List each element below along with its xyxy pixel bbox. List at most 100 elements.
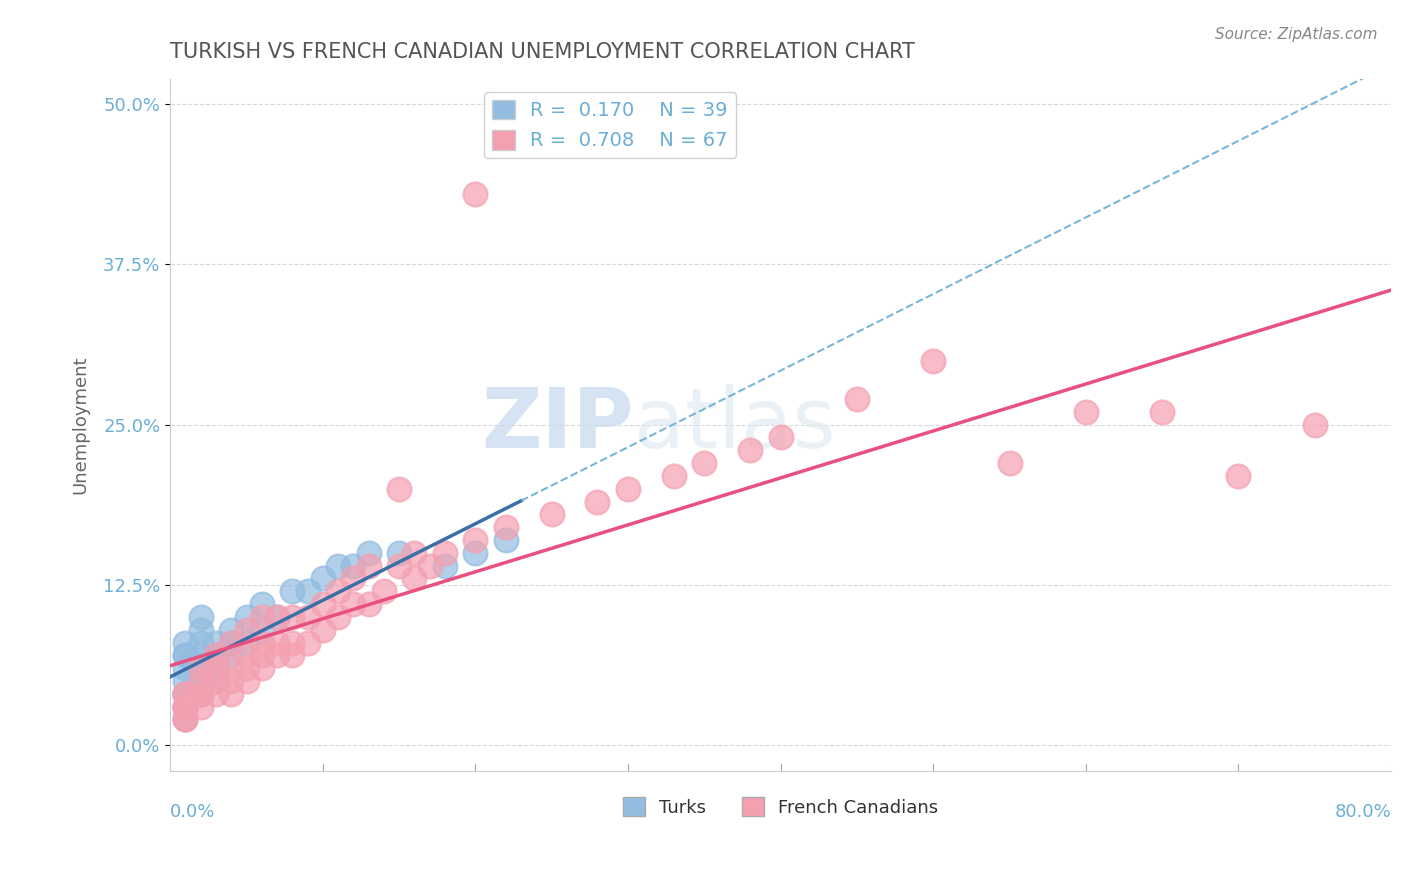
- Point: [281, 610, 304, 624]
- Point: [235, 661, 257, 675]
- Point: [190, 648, 212, 663]
- Point: [464, 546, 486, 560]
- Point: [174, 713, 197, 727]
- Point: [312, 597, 335, 611]
- Point: [205, 648, 228, 663]
- Point: [250, 597, 273, 611]
- Point: [540, 508, 562, 522]
- Point: [404, 571, 426, 585]
- Point: [250, 648, 273, 663]
- Point: [174, 699, 197, 714]
- Point: [219, 687, 242, 701]
- Point: [235, 673, 257, 688]
- Point: [281, 648, 304, 663]
- Point: [250, 623, 273, 637]
- Point: [326, 610, 349, 624]
- Point: [174, 699, 197, 714]
- Point: [174, 648, 197, 663]
- Point: [357, 558, 380, 573]
- Point: [662, 469, 685, 483]
- Point: [190, 687, 212, 701]
- Point: [190, 687, 212, 701]
- Point: [464, 186, 486, 201]
- Point: [1152, 405, 1174, 419]
- Point: [342, 558, 364, 573]
- Text: ZIP: ZIP: [482, 384, 634, 465]
- Point: [388, 558, 411, 573]
- Point: [205, 635, 228, 649]
- Point: [174, 648, 197, 663]
- Point: [297, 584, 319, 599]
- Point: [312, 623, 335, 637]
- Point: [312, 571, 335, 585]
- Point: [388, 546, 411, 560]
- Point: [219, 635, 242, 649]
- Point: [357, 546, 380, 560]
- Point: [219, 661, 242, 675]
- Point: [464, 533, 486, 547]
- Point: [174, 687, 197, 701]
- Text: TURKISH VS FRENCH CANADIAN UNEMPLOYMENT CORRELATION CHART: TURKISH VS FRENCH CANADIAN UNEMPLOYMENT …: [170, 42, 915, 62]
- Point: [433, 558, 456, 573]
- Point: [250, 661, 273, 675]
- Point: [205, 648, 228, 663]
- Point: [190, 673, 212, 688]
- Point: [357, 597, 380, 611]
- Point: [174, 713, 197, 727]
- Point: [297, 635, 319, 649]
- Point: [174, 673, 197, 688]
- Point: [190, 699, 212, 714]
- Point: [998, 456, 1021, 470]
- Point: [404, 546, 426, 560]
- Point: [174, 687, 197, 701]
- Point: [190, 673, 212, 688]
- Point: [235, 610, 257, 624]
- Point: [174, 699, 197, 714]
- Point: [205, 661, 228, 675]
- Point: [845, 392, 868, 406]
- Point: [1227, 469, 1250, 483]
- Point: [250, 635, 273, 649]
- Point: [235, 623, 257, 637]
- Point: [205, 687, 228, 701]
- Point: [190, 623, 212, 637]
- Point: [586, 494, 609, 508]
- Point: [373, 584, 395, 599]
- Point: [769, 430, 792, 444]
- Point: [342, 571, 364, 585]
- Y-axis label: Unemployment: Unemployment: [72, 355, 89, 494]
- Point: [342, 597, 364, 611]
- Point: [190, 687, 212, 701]
- Point: [1074, 405, 1097, 419]
- Text: 80.0%: 80.0%: [1334, 803, 1391, 821]
- Point: [219, 673, 242, 688]
- Point: [174, 699, 197, 714]
- Point: [174, 687, 197, 701]
- Point: [205, 673, 228, 688]
- Point: [235, 635, 257, 649]
- Point: [205, 673, 228, 688]
- Point: [326, 558, 349, 573]
- Point: [190, 661, 212, 675]
- Point: [174, 661, 197, 675]
- Point: [281, 584, 304, 599]
- Point: [190, 661, 212, 675]
- Legend: Turks, French Canadians: Turks, French Canadians: [616, 790, 946, 824]
- Point: [250, 610, 273, 624]
- Point: [219, 648, 242, 663]
- Text: Source: ZipAtlas.com: Source: ZipAtlas.com: [1215, 27, 1378, 42]
- Text: atlas: atlas: [634, 384, 837, 465]
- Point: [174, 687, 197, 701]
- Point: [297, 610, 319, 624]
- Point: [495, 533, 517, 547]
- Point: [419, 558, 441, 573]
- Point: [235, 648, 257, 663]
- Point: [388, 482, 411, 496]
- Point: [693, 456, 716, 470]
- Point: [266, 610, 288, 624]
- Point: [281, 635, 304, 649]
- Point: [738, 443, 761, 458]
- Point: [174, 635, 197, 649]
- Text: 0.0%: 0.0%: [170, 803, 215, 821]
- Point: [326, 584, 349, 599]
